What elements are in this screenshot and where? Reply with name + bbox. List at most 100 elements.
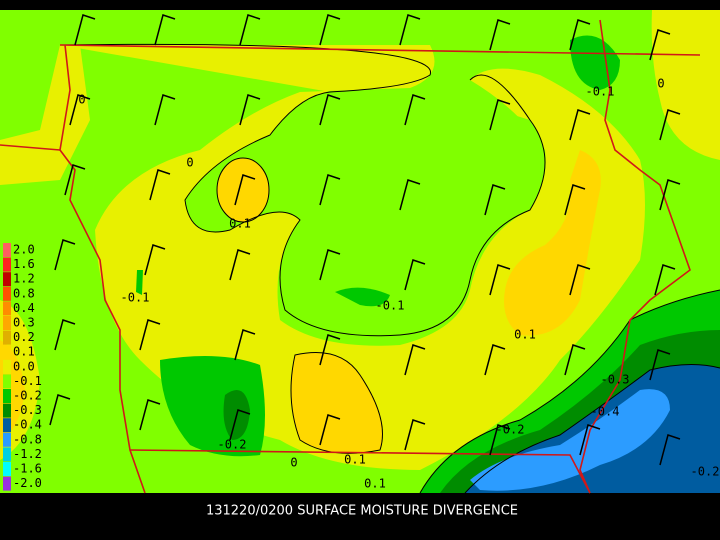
- wind-barb: [319, 334, 341, 366]
- wind-barb: [659, 179, 681, 211]
- wind-barb: [69, 94, 91, 126]
- wind-barb: [564, 344, 586, 376]
- wind-barb: [149, 169, 171, 201]
- wind-barb: [54, 239, 76, 271]
- legend-label: -1.2: [13, 447, 42, 461]
- wind-barb: [239, 14, 261, 46]
- fill-orange: [504, 150, 601, 336]
- wind-barb: [569, 109, 591, 141]
- contour-label: -0.2: [218, 438, 247, 452]
- legend-label: -2.0: [13, 476, 42, 490]
- wind-barb: [139, 399, 161, 431]
- legend-swatch: [3, 286, 11, 301]
- legend-swatch: [3, 418, 11, 433]
- wind-barb: [489, 99, 511, 131]
- wind-barb: [569, 264, 591, 296]
- wind-barb: [49, 394, 71, 426]
- legend-swatch: [3, 257, 11, 272]
- wind-barb: [319, 414, 341, 446]
- legend-label: -0.4: [13, 418, 42, 432]
- wind-barb: [659, 434, 681, 466]
- wind-barb: [234, 174, 256, 206]
- border: [579, 19, 691, 494]
- wind-barb: [229, 249, 251, 281]
- contour-label: 0.1: [229, 217, 251, 231]
- fill-light-blue: [470, 389, 670, 491]
- fill-yellow: [651, 10, 720, 160]
- wind-barb: [319, 249, 341, 281]
- wind-barb: [649, 349, 671, 381]
- wind-barb: [319, 14, 341, 46]
- wind-barb: [319, 174, 341, 206]
- contour-line: [59, 43, 546, 337]
- wind-barb: [399, 179, 421, 211]
- wind-barb: [54, 319, 76, 351]
- state-borders: [0, 19, 701, 494]
- contour-label: 0: [657, 77, 664, 91]
- legend-swatch: [3, 301, 11, 316]
- contour-label: -0.2: [496, 423, 525, 437]
- wind-barb: [484, 344, 506, 376]
- legend-swatch: [3, 359, 11, 374]
- legend-swatch: [3, 330, 11, 345]
- fill-dark-green: [335, 287, 390, 307]
- wind-barb: [154, 14, 176, 46]
- contour-line: [216, 157, 270, 223]
- legend-label: 2.0: [13, 243, 35, 257]
- wind-barb: [229, 409, 251, 441]
- contour-line: [419, 289, 720, 494]
- legend-swatch: [3, 462, 11, 476]
- fill-dark-green: [136, 270, 143, 295]
- legend-label: 0.4: [13, 301, 35, 315]
- legend-label: -0.1: [13, 374, 42, 388]
- caption: 131220/0200 SURFACE MOISTURE DIVERGENCE: [206, 504, 518, 519]
- legend-label: 0.8: [13, 286, 35, 300]
- contour-line: [290, 352, 383, 454]
- wind-barb: [239, 94, 261, 126]
- contour-label: 0.1: [344, 453, 366, 467]
- legend-swatch: [3, 374, 11, 389]
- legend-swatch: [3, 432, 11, 447]
- contour-label: -0.3: [601, 373, 630, 387]
- contour-label: 0.1: [364, 477, 386, 491]
- contour-label: -0.2: [691, 465, 720, 479]
- legend-swatch: [3, 272, 11, 287]
- wind-barb: [489, 19, 511, 51]
- legend-swatch: [3, 476, 11, 491]
- legend-label: 0.1: [13, 345, 35, 359]
- wind-barb: [489, 424, 511, 456]
- wind-barbs: [49, 14, 681, 466]
- legend-label: -0.8: [13, 432, 42, 446]
- wind-barb: [654, 264, 676, 296]
- border: [59, 44, 701, 494]
- legend-label: 1.6: [13, 257, 35, 271]
- wind-barb: [319, 94, 341, 126]
- contour-line: [464, 363, 720, 494]
- legend-swatch: [3, 447, 11, 462]
- contour-label: 0: [290, 456, 297, 470]
- fill-orange: [217, 158, 269, 222]
- legend-label: -0.2: [13, 389, 42, 403]
- wind-barb: [579, 424, 601, 456]
- legend-swatch: [3, 403, 11, 418]
- wind-barb: [404, 259, 426, 291]
- legend-swatch: [3, 243, 11, 257]
- contour-label: -0.1: [586, 85, 615, 99]
- wind-barb: [404, 419, 426, 451]
- legend-label: 0.0: [13, 359, 35, 373]
- wind-barb: [649, 29, 671, 61]
- legend-label: -1.6: [13, 462, 42, 476]
- legend-label: 0.2: [13, 330, 35, 344]
- wind-barb: [484, 184, 506, 216]
- wind-barb: [564, 184, 586, 216]
- wind-barb: [404, 344, 426, 376]
- contours: [59, 43, 720, 494]
- wind-barb: [399, 14, 421, 46]
- wind-barb: [234, 329, 256, 361]
- wind-barb: [569, 19, 591, 51]
- wind-barb: [64, 164, 86, 196]
- fill-orange: [291, 352, 383, 454]
- wind-barb: [74, 14, 96, 46]
- legend-label: -0.3: [13, 403, 42, 417]
